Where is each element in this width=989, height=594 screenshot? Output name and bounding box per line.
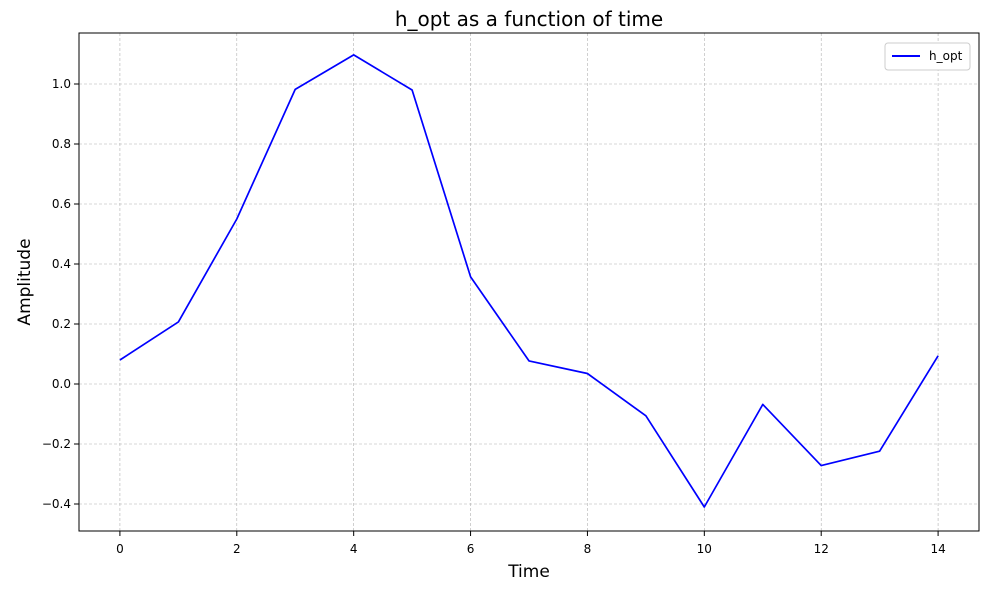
y-tick-label: −0.4 — [42, 497, 71, 511]
legend-box — [884, 42, 971, 71]
legend: h_opt — [884, 42, 971, 71]
y-axis-label: Amplitude — [15, 238, 35, 325]
y-tick-label: −0.2 — [42, 437, 71, 451]
x-tick-label: 2 — [233, 542, 241, 556]
y-tick-label: 0.6 — [52, 197, 71, 211]
y-axis: −0.4 −0.2 0.0 0.2 0.4 0.6 0.8 1.0 — [42, 77, 79, 511]
y-tick-label: 0.0 — [52, 377, 71, 391]
grid — [79, 33, 979, 531]
series-layer — [119, 54, 939, 508]
x-axis-label: Time — [507, 562, 550, 582]
plot-frame — [78, 32, 980, 532]
x-axis: 0 2 4 6 8 10 12 14 — [116, 531, 946, 556]
y-tick-label: 0.8 — [52, 137, 71, 151]
chart-title: h_opt as a function of time — [395, 7, 663, 31]
legend-label: h_opt — [929, 49, 963, 63]
x-tick-label: 4 — [350, 542, 358, 556]
series-line-h_opt — [119, 54, 939, 508]
x-tick-label: 6 — [467, 542, 475, 556]
y-tick-label: 1.0 — [52, 77, 71, 91]
y-tick-label: 0.2 — [52, 317, 71, 331]
x-tick-label: 0 — [116, 542, 124, 556]
y-tick-label: 0.4 — [52, 257, 71, 271]
x-tick-label: 14 — [930, 542, 945, 556]
x-tick-label: 12 — [814, 542, 829, 556]
x-tick-label: 10 — [697, 542, 712, 556]
x-tick-label: 8 — [584, 542, 592, 556]
